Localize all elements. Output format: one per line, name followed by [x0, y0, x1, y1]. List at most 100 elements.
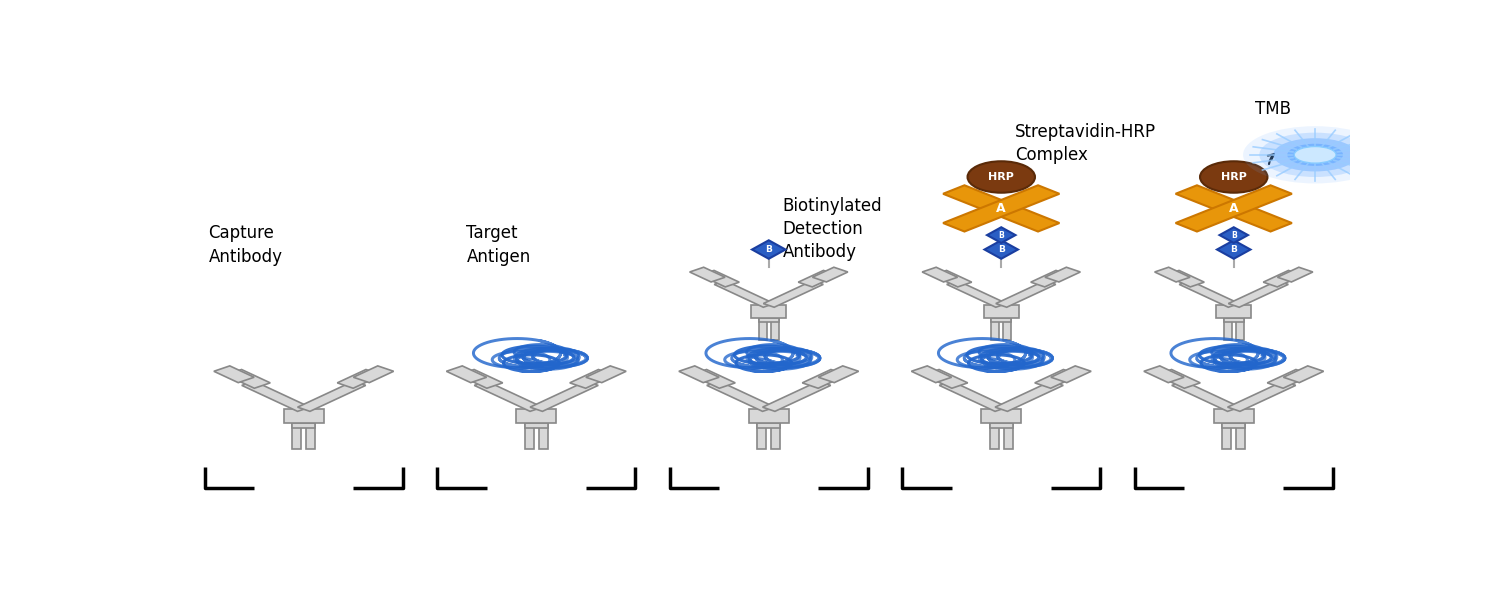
Polygon shape — [1030, 271, 1069, 287]
Polygon shape — [338, 370, 382, 388]
Polygon shape — [214, 366, 254, 383]
Polygon shape — [984, 305, 1018, 317]
Text: HRP: HRP — [988, 172, 1014, 182]
Circle shape — [1244, 126, 1388, 184]
Polygon shape — [981, 409, 1022, 423]
Polygon shape — [1046, 267, 1080, 282]
Polygon shape — [992, 317, 1011, 322]
Text: Biotinylated: Biotinylated — [783, 197, 882, 215]
Polygon shape — [1155, 370, 1200, 388]
Polygon shape — [1176, 185, 1292, 232]
Polygon shape — [1228, 281, 1288, 307]
Text: Antibody: Antibody — [783, 243, 856, 261]
Circle shape — [1274, 138, 1358, 172]
Polygon shape — [813, 267, 847, 282]
Polygon shape — [586, 366, 626, 383]
Polygon shape — [759, 317, 778, 322]
Polygon shape — [530, 381, 598, 412]
Polygon shape — [759, 317, 766, 340]
Polygon shape — [292, 423, 302, 449]
Polygon shape — [1052, 366, 1090, 383]
Polygon shape — [802, 370, 847, 388]
Polygon shape — [1179, 281, 1239, 307]
Polygon shape — [1284, 366, 1323, 383]
Polygon shape — [297, 381, 366, 412]
Polygon shape — [1236, 423, 1245, 449]
Polygon shape — [1004, 423, 1013, 449]
Ellipse shape — [968, 161, 1035, 193]
Polygon shape — [474, 381, 543, 412]
Polygon shape — [1155, 267, 1190, 282]
Polygon shape — [922, 370, 968, 388]
Polygon shape — [242, 381, 310, 412]
Polygon shape — [538, 423, 548, 449]
Text: Streptavidin-HRP: Streptavidin-HRP — [1016, 123, 1156, 141]
Text: TMB: TMB — [1254, 100, 1290, 118]
Polygon shape — [1224, 317, 1244, 322]
Polygon shape — [944, 185, 1059, 232]
Polygon shape — [1236, 317, 1244, 340]
Polygon shape — [225, 370, 270, 388]
Polygon shape — [1263, 271, 1302, 287]
Polygon shape — [764, 281, 824, 307]
Text: B: B — [1232, 230, 1236, 239]
Text: Complex: Complex — [1016, 146, 1088, 164]
Polygon shape — [748, 409, 789, 423]
Polygon shape — [700, 271, 740, 287]
Polygon shape — [992, 317, 999, 340]
Text: Detection: Detection — [783, 220, 864, 238]
Polygon shape — [819, 366, 858, 383]
Text: HRP: HRP — [1221, 172, 1246, 182]
Polygon shape — [570, 370, 615, 388]
Polygon shape — [525, 423, 548, 428]
Polygon shape — [1222, 423, 1232, 449]
Polygon shape — [680, 366, 718, 383]
Polygon shape — [1216, 305, 1251, 317]
Polygon shape — [1166, 271, 1204, 287]
Polygon shape — [944, 185, 1059, 232]
Polygon shape — [939, 381, 1008, 412]
Polygon shape — [354, 366, 393, 383]
Text: B: B — [999, 230, 1004, 239]
Polygon shape — [1224, 317, 1232, 340]
Polygon shape — [752, 305, 786, 317]
Polygon shape — [762, 381, 831, 412]
Polygon shape — [690, 370, 735, 388]
Polygon shape — [1172, 381, 1240, 412]
Polygon shape — [946, 281, 1006, 307]
Polygon shape — [771, 317, 778, 340]
Text: Antigen: Antigen — [466, 248, 531, 266]
Polygon shape — [752, 240, 786, 259]
Polygon shape — [1227, 381, 1296, 412]
Text: Antibody: Antibody — [209, 248, 282, 266]
Polygon shape — [996, 281, 1056, 307]
Polygon shape — [1222, 423, 1245, 428]
Polygon shape — [516, 409, 556, 423]
Polygon shape — [690, 267, 724, 282]
Polygon shape — [284, 409, 324, 423]
Polygon shape — [987, 227, 1016, 243]
Polygon shape — [1216, 240, 1251, 259]
Polygon shape — [525, 423, 534, 449]
Polygon shape — [714, 281, 774, 307]
Text: B: B — [1230, 245, 1238, 254]
Polygon shape — [1144, 366, 1184, 383]
Polygon shape — [912, 366, 951, 383]
Polygon shape — [1220, 227, 1248, 243]
Polygon shape — [458, 370, 503, 388]
Polygon shape — [990, 423, 1012, 428]
Polygon shape — [292, 423, 315, 428]
Polygon shape — [1176, 185, 1292, 232]
Polygon shape — [1214, 409, 1254, 423]
Text: B: B — [765, 245, 772, 254]
Text: Target: Target — [466, 224, 518, 242]
Polygon shape — [1278, 267, 1312, 282]
Polygon shape — [933, 271, 972, 287]
Polygon shape — [990, 423, 999, 449]
Polygon shape — [1004, 317, 1011, 340]
Circle shape — [1260, 133, 1371, 177]
Polygon shape — [984, 240, 1018, 259]
Ellipse shape — [1200, 161, 1268, 193]
Polygon shape — [758, 423, 780, 428]
Circle shape — [1287, 144, 1342, 166]
